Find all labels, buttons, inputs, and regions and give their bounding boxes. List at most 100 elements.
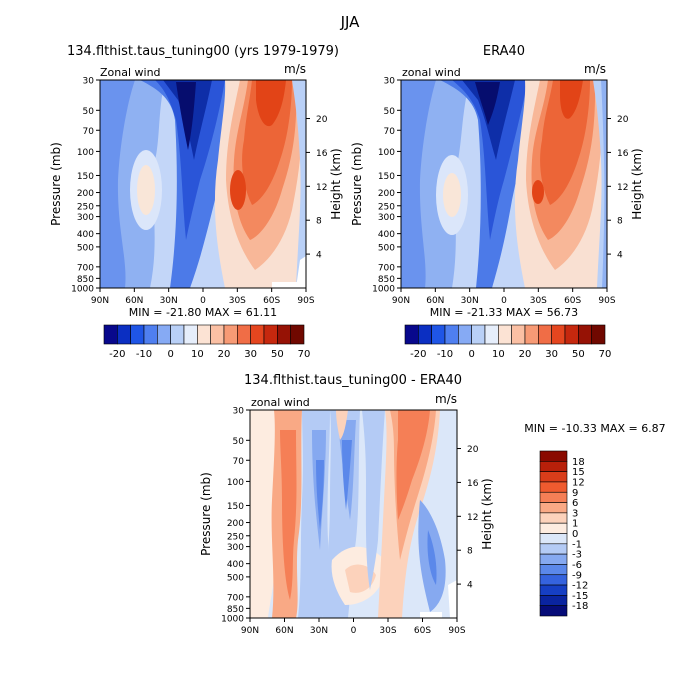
colorbar-swatch: [539, 605, 568, 617]
colorbar-swatch: [539, 553, 568, 565]
pressure-tick-label: 70: [384, 127, 396, 137]
colorbar-swatch: [197, 324, 211, 345]
contour-field: [250, 410, 457, 618]
x-tick-label: 0: [200, 296, 206, 306]
height-tick-label: 20: [467, 445, 479, 455]
panel-era40: ERA40 zonal wind m/s 90N 60N 30N 0 30S 60S 90S…: [350, 44, 644, 360]
pressure-tick-label: 150: [227, 502, 244, 512]
pressure-tick-label: 200: [227, 519, 244, 529]
colorbar-swatch: [237, 324, 251, 345]
colorbar-label: 10: [492, 349, 505, 360]
pressure-tick-label: 500: [227, 573, 244, 583]
colorbar-label: 9: [572, 488, 578, 499]
pressure-tick-label: 50: [233, 437, 245, 447]
colorbar-label: 10: [191, 349, 204, 360]
variable-label: Zonal wind: [100, 66, 161, 79]
height-tick-label: 16: [316, 149, 328, 159]
colorbar-label: -20: [109, 349, 125, 360]
pressure-tick-label: 700: [378, 263, 395, 273]
x-tick-label: 90S: [598, 296, 615, 306]
colorbar-swatch: [290, 324, 305, 345]
pressure-tick-label: 250: [378, 202, 395, 212]
colorbar-swatch: [431, 324, 446, 345]
pressure-tick-label: 700: [77, 263, 94, 273]
pressure-tick-label: 70: [83, 127, 95, 137]
x-tick-label: 30N: [461, 296, 479, 306]
pressure-tick-label: 30: [83, 77, 95, 87]
colorbar-label: -6: [572, 560, 582, 571]
pressure-tick-label: 100: [378, 148, 395, 158]
pressure-tick-label: 500: [77, 243, 94, 253]
colorbar-label: 70: [298, 349, 311, 360]
colorbar-swatch: [539, 450, 568, 462]
pressure-tick-label: 500: [378, 243, 395, 253]
colorbar-label: 0: [572, 529, 578, 540]
pressure-tick-label: 70: [233, 457, 245, 467]
colorbar-swatch: [564, 324, 579, 345]
colorbar-label: 15: [572, 467, 585, 478]
pressure-tick-label: 150: [77, 172, 94, 182]
pressure-tick-label: 1000: [221, 615, 244, 625]
colorbar-label: -9: [572, 570, 582, 581]
colorbar-swatch: [539, 481, 568, 493]
colorbar-swatch: [223, 324, 238, 345]
colorbar-swatch: [539, 471, 568, 483]
colorbar-swatch: [170, 324, 185, 345]
pressure-tick-label: 100: [227, 478, 244, 488]
pressure-tick-label: 150: [378, 172, 395, 182]
colorbar-label: 20: [519, 349, 532, 360]
colorbar-swatch: [511, 324, 526, 345]
colorbar-label: 0: [468, 349, 474, 360]
panel-title: 134.flthist.taus_tuning00 - ERA40: [244, 373, 462, 388]
colorbar-label: 18: [572, 457, 585, 468]
colorbar-swatch: [539, 584, 568, 596]
pressure-tick-label: 300: [77, 213, 94, 223]
pressure-tick-label: 850: [227, 605, 244, 615]
y-axis-title-height: Height (km): [630, 148, 644, 219]
x-tick-label: 30N: [310, 626, 328, 636]
pressure-tick-label: 200: [77, 189, 94, 199]
y-axis-title-pressure: Pressure (mb): [350, 142, 364, 226]
min-max-label: MIN = -21.80 MAX = 61.11: [129, 306, 277, 319]
colorbar-label: 1: [572, 519, 578, 530]
pressure-tick-label: 400: [378, 230, 395, 240]
y-axis-title-pressure: Pressure (mb): [49, 142, 63, 226]
colorbar-swatch: [117, 324, 131, 345]
variable-label: zonal wind: [402, 66, 461, 79]
colorbar-label: -10: [437, 349, 453, 360]
x-tick-label: 60S: [564, 296, 581, 306]
colorbar-swatch: [539, 595, 568, 606]
colorbar-label: 0: [167, 349, 173, 360]
x-tick-label: 90N: [392, 296, 410, 306]
axes: 90N 60N 30N 0 30S 60S 90S 30 50 70 100 150 200 250300…: [49, 77, 343, 307]
x-tick-label: 30S: [530, 296, 547, 306]
pressure-tick-label: 850: [378, 275, 395, 285]
colorbar-swatch: [404, 324, 419, 345]
figure-title: JJA: [340, 13, 361, 31]
colorbar: -20 -10 0 10 20 30 50 70: [404, 324, 611, 360]
y-axis-title-height: Height (km): [329, 148, 343, 219]
height-tick-label: 20: [316, 115, 328, 125]
pressure-tick-label: 30: [233, 407, 245, 417]
x-tick-label: 30S: [379, 626, 396, 636]
pressure-tick-label: 50: [83, 107, 95, 117]
colorbar-swatch: [539, 461, 568, 472]
colorbar-label: -12: [572, 581, 588, 592]
pressure-tick-label: 1000: [71, 285, 94, 295]
min-max-label: MIN = -21.33 MAX = 56.73: [430, 306, 578, 319]
height-tick-label: 4: [467, 581, 473, 591]
colorbar-label: 12: [572, 477, 585, 488]
pressure-tick-label: 300: [378, 213, 395, 223]
pressure-tick-label: 50: [384, 107, 396, 117]
height-tick-label: 8: [467, 547, 473, 557]
colorbar: -20 -10 0 10 20 30 50 70: [103, 324, 311, 360]
colorbar-label: -1: [572, 539, 582, 550]
colorbar-swatch: [539, 543, 568, 555]
height-tick-label: 8: [617, 217, 623, 227]
contour-field: [100, 80, 306, 288]
colorbar-swatch: [539, 564, 568, 576]
pressure-tick-label: 250: [227, 532, 244, 542]
axes: 90N 60N 30N 0 30S 60S 90S 30 50 70 100 150 200 250300…: [350, 77, 644, 307]
x-tick-label: 60N: [426, 296, 444, 306]
